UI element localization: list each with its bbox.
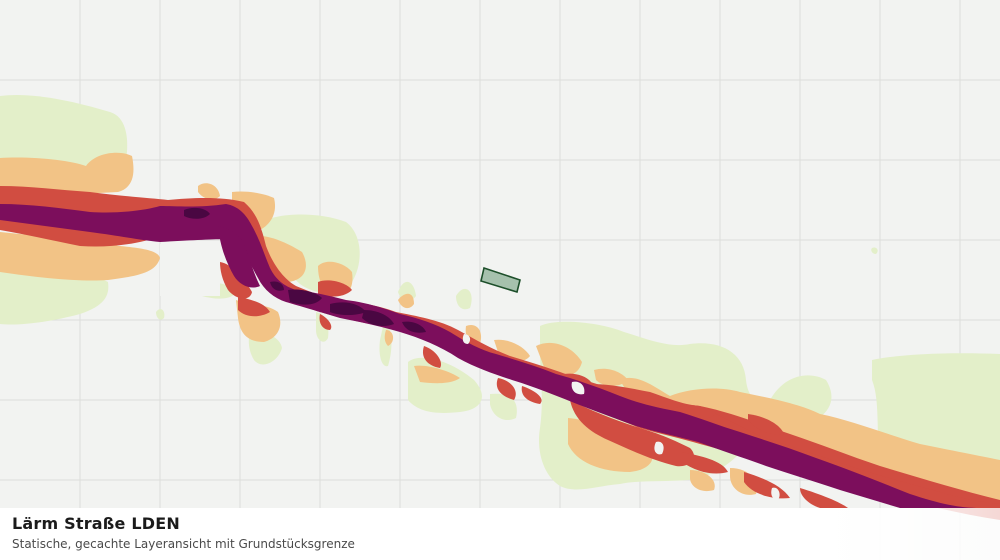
- layer-subtitle: Statische, gecachte Layeransicht mit Gru…: [12, 537, 355, 551]
- map-caption: Lärm Straße LDEN Statische, gecachte Lay…: [0, 508, 1000, 560]
- layer-title: Lärm Straße LDEN: [12, 514, 180, 533]
- noise-band-highest: [184, 207, 426, 333]
- parcel-boundary[interactable]: [480, 266, 521, 294]
- road-gaps: [160, 244, 780, 500]
- noise-band-high: [0, 204, 980, 508]
